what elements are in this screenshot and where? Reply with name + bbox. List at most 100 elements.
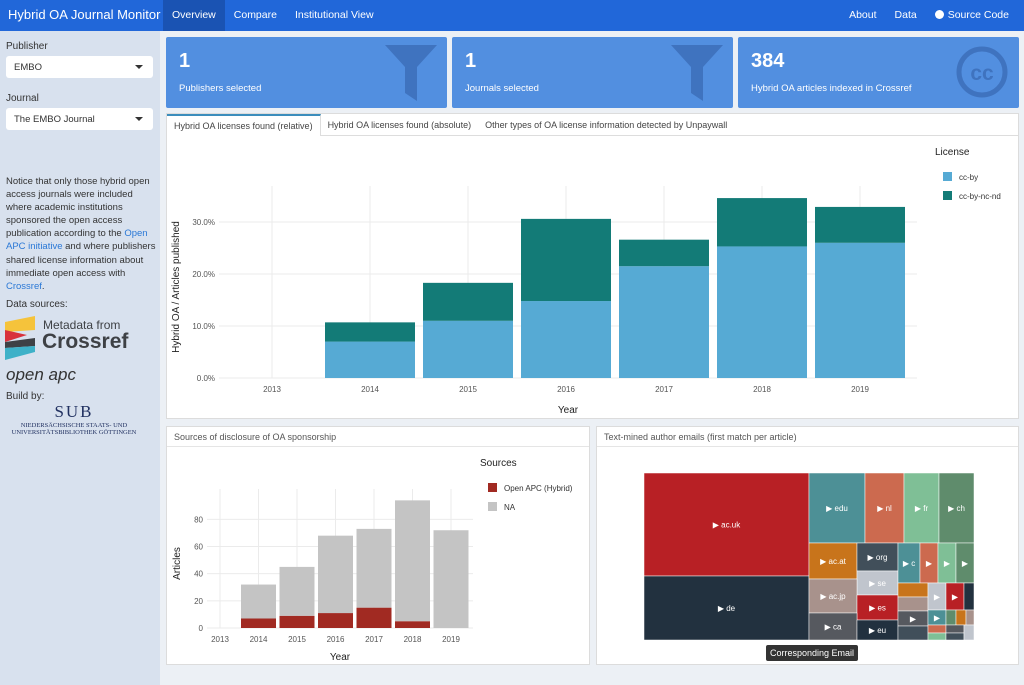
bar-cc-by	[325, 341, 415, 378]
treemap-label-text: org	[876, 553, 888, 562]
data-sources-label: Data sources:	[6, 298, 68, 310]
tab-other-oa-types[interactable]: Other types of OA license information de…	[485, 120, 728, 130]
treemap-label-text: ca	[833, 623, 842, 632]
treemap-cell[interactable]	[927, 632, 947, 641]
treemap-cell[interactable]	[643, 472, 810, 577]
bar-cc-by-nc-nd	[521, 218, 611, 302]
nav-data[interactable]: Data	[894, 9, 917, 21]
bar-cc-by	[423, 320, 513, 378]
treemap-label-text: se	[877, 579, 886, 588]
crossref-logo[interactable]: Metadata from Crossref	[5, 315, 155, 361]
treemap-label: ▶ nl	[877, 504, 892, 513]
treemap-cell[interactable]	[808, 542, 858, 580]
treemap-label-text: ac.jp	[829, 592, 846, 601]
treemap-label: ▶ ca	[825, 623, 842, 632]
treemap-cell[interactable]	[864, 472, 905, 544]
y-axis-label: Articles	[172, 547, 183, 580]
treemap-label-text: eu	[877, 626, 886, 635]
treemap-cell[interactable]	[808, 472, 866, 544]
play-icon: ▶	[934, 614, 941, 623]
open-apc-link[interactable]: Open APC initiative	[6, 228, 148, 253]
treemap-cell[interactable]	[856, 542, 899, 572]
treemap-cell[interactable]	[643, 575, 810, 641]
treemap-cell[interactable]	[945, 609, 957, 626]
treemap-label-text: fr	[923, 504, 928, 513]
tab-licenses-absolute[interactable]: Hybrid OA licenses found (absolute)	[327, 120, 472, 130]
creative-commons-icon: cc	[956, 46, 1008, 98]
crossref-link[interactable]: Crossref	[6, 280, 42, 292]
x-axis-label: Year	[330, 652, 351, 663]
y-tick-label: 10.0%	[192, 322, 215, 331]
treemap-cell[interactable]	[963, 582, 975, 611]
treemap-cell[interactable]	[903, 472, 940, 544]
bar-cc-by	[717, 246, 807, 378]
treemap-label-text: de	[726, 604, 735, 613]
publisher-select[interactable]: EMBO	[6, 56, 153, 78]
filter-icon	[385, 45, 437, 101]
treemap-label: ▶ org	[868, 553, 888, 562]
bar-cc-by	[619, 266, 709, 378]
treemap-cell[interactable]	[927, 624, 947, 634]
openapc-logo[interactable]: open apc	[6, 364, 76, 384]
treemap-cell[interactable]	[897, 625, 929, 641]
treemap-cell[interactable]	[955, 609, 967, 626]
y-tick-label: 60	[194, 543, 203, 552]
legend-swatch	[488, 502, 497, 511]
play-icon: ▶	[718, 604, 726, 613]
bar-open-apc-hybrid-	[356, 607, 392, 628]
treemap-tooltip: Corresponding Email	[766, 645, 859, 661]
license-tabs: Hybrid OA licenses found (relative) Hybr…	[167, 114, 1018, 136]
treemap-cell[interactable]	[965, 609, 975, 626]
bar-cc-by	[521, 301, 611, 378]
treemap-cell[interactable]	[808, 578, 858, 614]
value-box-publishers: 1 Publishers selected	[166, 37, 447, 108]
value-box-articles: 384 Hybrid OA articles indexed in Crossre…	[738, 37, 1019, 108]
tab-compare[interactable]: Compare	[233, 9, 277, 21]
treemap-label: ▶	[944, 559, 951, 568]
x-tick-label: 2018	[753, 385, 771, 394]
treemap-cell[interactable]	[945, 624, 965, 634]
treemap-label: ▶ se	[869, 579, 886, 588]
treemap-cell[interactable]	[856, 594, 899, 621]
journal-select[interactable]: The EMBO Journal	[6, 108, 153, 130]
caret-down-icon	[135, 117, 143, 121]
play-icon: ▶	[962, 559, 969, 568]
sub-logo[interactable]: SUB NIEDERSÄCHSISCHE STAATS- UND UNIVERS…	[11, 401, 137, 436]
play-icon: ▶	[877, 504, 885, 513]
play-icon: ▶	[948, 504, 956, 513]
x-tick-label: 2017	[365, 635, 383, 644]
build-by-label: Build by:	[6, 390, 45, 402]
bar-open-apc-hybrid-	[318, 613, 353, 628]
play-icon: ▶	[820, 592, 828, 601]
nav-source-code[interactable]: Source Code	[926, 0, 1018, 31]
legend-swatch	[943, 191, 952, 200]
treemap-cell[interactable]	[856, 570, 899, 596]
app-title[interactable]: Hybrid OA Journal Monitor	[8, 7, 161, 22]
treemap-label-text: es	[877, 604, 885, 613]
sidebar-info: Notice that only those hybrid open acces…	[5, 175, 158, 436]
x-tick-label: 2019	[851, 385, 869, 394]
treemap-cell[interactable]	[897, 582, 929, 598]
x-tick-label: 2013	[211, 635, 229, 644]
tab-licenses-relative[interactable]: Hybrid OA licenses found (relative)	[167, 114, 321, 136]
treemap-label: ▶	[926, 559, 933, 568]
y-axis-label: Hybrid OA / Articles published	[171, 221, 182, 353]
treemap-label: ▶	[952, 593, 959, 602]
treemap-cell[interactable]	[938, 472, 975, 544]
treemap-label: ▶ eu	[869, 626, 886, 635]
license-chart: 0.0% 10.0% 20.0% 30.0% 2013 2014 2015 2016 2017 2…	[171, 147, 1001, 416]
treemap-label: ▶ fr	[915, 504, 929, 513]
treemap-cell[interactable]	[808, 612, 858, 641]
treemap-cell[interactable]	[945, 632, 965, 641]
treemap-label: ▶	[910, 615, 917, 624]
y-tick-label: 0.0%	[197, 374, 215, 383]
emails-panel-title: Text-mined author emails (first match pe…	[597, 427, 1018, 447]
nav-about[interactable]: About	[849, 9, 877, 21]
tab-overview[interactable]: Overview	[163, 0, 225, 31]
tab-institutional-view[interactable]: Institutional View	[294, 9, 374, 21]
treemap-cell[interactable]	[897, 596, 929, 612]
treemap-cell[interactable]	[963, 624, 975, 641]
play-icon: ▶	[868, 553, 876, 562]
play-icon: ▶	[869, 579, 877, 588]
bar-cc-by-nc-nd	[815, 206, 905, 243]
